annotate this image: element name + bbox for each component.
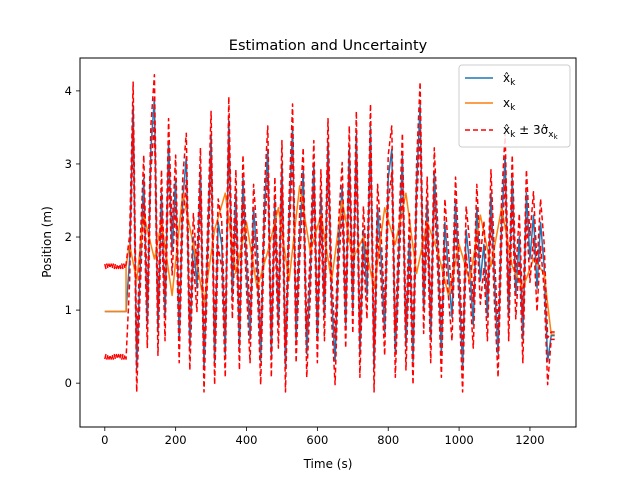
series-line-truth [104, 185, 555, 335]
series-line-upper-bound [104, 74, 555, 346]
x-tick-label: 1200 [515, 433, 544, 447]
x-tick-label: 400 [236, 433, 258, 447]
x-tick-label: 0 [101, 433, 108, 447]
legend-box [458, 64, 571, 148]
y-tick-label: 2 [65, 230, 72, 244]
y-tick-label: 0 [65, 376, 72, 390]
axes-frame [79, 57, 577, 428]
x-tick-label: 1000 [444, 433, 473, 447]
y-tick-label: 3 [65, 157, 72, 171]
x-tick-label: 200 [165, 433, 187, 447]
plot-area [104, 74, 555, 393]
y-axis-label: Position (m) [40, 206, 54, 278]
ticks: 0 200 400 600 800 1000 1200 0 1 2 3 4 [65, 84, 545, 447]
x-axis-label: Time (s) [303, 457, 353, 471]
y-tick-label: 4 [65, 84, 72, 98]
legend-label-bounds: x̂k ± 3σ̂xk [503, 123, 559, 141]
y-tick-label: 1 [65, 303, 72, 317]
x-tick-label: 600 [306, 433, 328, 447]
x-tick-label: 800 [377, 433, 399, 447]
chart-title: Estimation and Uncertainty [229, 38, 428, 54]
series-line-lower-bound [104, 120, 555, 393]
legend: x̂k xk x̂k ± 3σ̂xk [458, 64, 571, 148]
